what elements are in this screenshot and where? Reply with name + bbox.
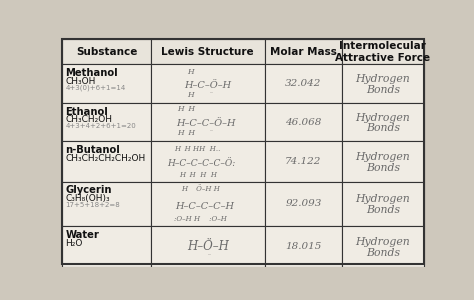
Text: Bonds: Bonds xyxy=(366,248,400,258)
Text: :O–H H    :O–H: :O–H H :O–H xyxy=(174,214,227,223)
Bar xyxy=(151,39,264,64)
Text: Glycerin: Glycerin xyxy=(65,185,112,195)
Text: Intermolecular
Attractive Force: Intermolecular Attractive Force xyxy=(335,41,430,63)
Bar xyxy=(342,142,423,182)
Text: Substance: Substance xyxy=(76,47,137,57)
Text: H: H xyxy=(187,68,194,76)
Bar xyxy=(342,103,423,142)
Bar xyxy=(342,64,423,103)
Text: 74.122: 74.122 xyxy=(285,157,321,166)
Text: H–C–C–C–C–Ö:: H–C–C–C–C–Ö: xyxy=(167,158,236,167)
Text: H–C–C–C–H: H–C–C–C–H xyxy=(175,202,234,211)
Text: H  H: H H xyxy=(177,129,195,137)
Text: H  H: H H xyxy=(177,105,195,113)
Text: CH₃CH₂CH₂CH₂OH: CH₃CH₂CH₂CH₂OH xyxy=(65,154,146,163)
Text: H  H HH  H..: H H HH H.. xyxy=(174,145,221,153)
Bar xyxy=(63,103,151,142)
Text: H–C–Ö–H: H–C–Ö–H xyxy=(184,81,231,90)
Text: n-Butanol: n-Butanol xyxy=(65,145,120,155)
Text: H–Ö–H: H–Ö–H xyxy=(187,240,228,253)
Text: 32.042: 32.042 xyxy=(285,79,321,88)
Bar xyxy=(264,226,342,267)
Bar xyxy=(151,182,264,226)
Text: H    Ö–H H: H Ö–H H xyxy=(181,185,220,194)
Text: Bonds: Bonds xyxy=(366,123,400,134)
Text: Hydrogen: Hydrogen xyxy=(356,112,410,123)
Bar xyxy=(63,142,151,182)
Text: Hydrogen: Hydrogen xyxy=(356,74,410,84)
Text: 17+5+18+2=8: 17+5+18+2=8 xyxy=(65,202,120,208)
Text: ..: .. xyxy=(210,89,214,94)
Text: CH₃OH: CH₃OH xyxy=(65,77,96,86)
Bar xyxy=(264,103,342,142)
Bar xyxy=(63,182,151,226)
Bar xyxy=(63,226,151,267)
Text: H: H xyxy=(187,91,194,98)
Text: CH₃CH₂OH: CH₃CH₂OH xyxy=(65,115,112,124)
Text: 4+3+4+2+6+1=20: 4+3+4+2+6+1=20 xyxy=(65,123,136,129)
Text: ..: .. xyxy=(210,128,214,132)
Text: Water: Water xyxy=(65,230,100,240)
Text: Hydrogen: Hydrogen xyxy=(356,152,410,162)
Bar xyxy=(151,103,264,142)
Text: Hydrogen: Hydrogen xyxy=(356,194,410,204)
Text: H  H  H  H: H H H H xyxy=(179,171,217,179)
Text: 92.093: 92.093 xyxy=(285,200,321,208)
Text: Molar Mass: Molar Mass xyxy=(270,47,337,57)
Bar xyxy=(264,142,342,182)
Bar xyxy=(342,182,423,226)
Text: Hydrogen: Hydrogen xyxy=(356,237,410,247)
Text: Lewis Structure: Lewis Structure xyxy=(162,47,254,57)
Bar xyxy=(264,64,342,103)
Bar xyxy=(264,182,342,226)
Text: Bonds: Bonds xyxy=(366,205,400,215)
Bar xyxy=(151,64,264,103)
Text: H–C–C–Ö–H: H–C–C–Ö–H xyxy=(176,119,235,128)
Text: Methanol: Methanol xyxy=(65,68,118,78)
Bar xyxy=(264,39,342,64)
Bar xyxy=(63,39,151,64)
Text: ..: .. xyxy=(207,251,211,256)
Text: Bonds: Bonds xyxy=(366,163,400,173)
Bar xyxy=(63,64,151,103)
Text: Ethanol: Ethanol xyxy=(65,107,108,117)
Text: H₂O: H₂O xyxy=(65,238,83,247)
Text: 46.068: 46.068 xyxy=(285,118,321,127)
Text: C₃H₈(OH)₃: C₃H₈(OH)₃ xyxy=(65,194,110,203)
Text: ..: .. xyxy=(207,236,211,242)
Bar xyxy=(342,226,423,267)
Bar xyxy=(342,39,423,64)
Text: Bonds: Bonds xyxy=(366,85,400,95)
Bar xyxy=(151,142,264,182)
Text: 18.015: 18.015 xyxy=(285,242,321,251)
Bar xyxy=(151,226,264,267)
Text: 4+3(0)+6+1=14: 4+3(0)+6+1=14 xyxy=(65,85,126,91)
